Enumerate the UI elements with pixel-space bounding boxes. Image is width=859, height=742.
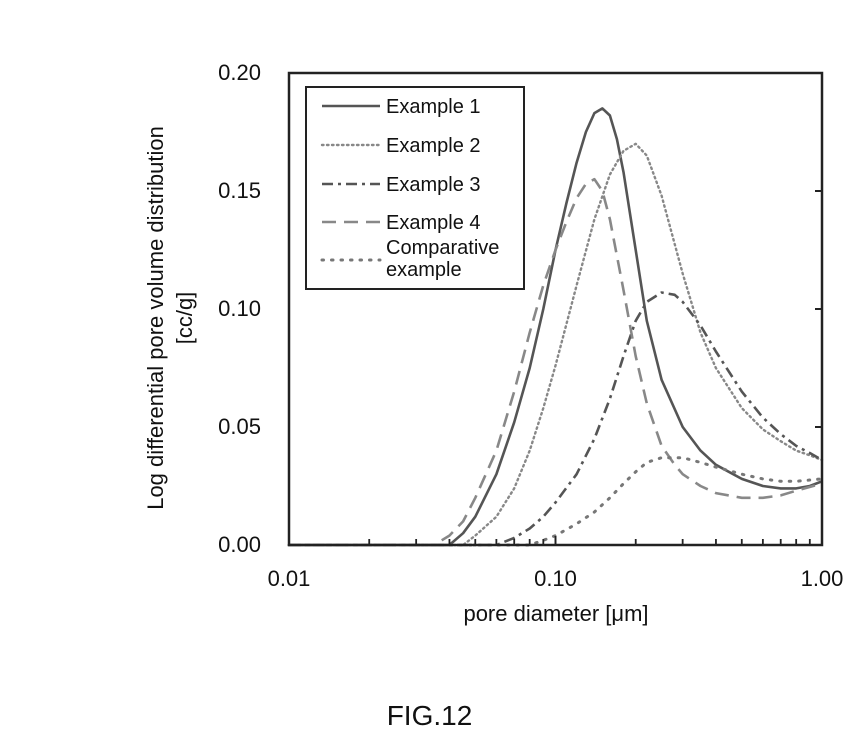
x-tick-label: 1.00 <box>801 566 844 591</box>
legend-label-3: Example 3 <box>386 174 481 196</box>
legend-label-1: Example 1 <box>386 96 481 118</box>
y-axis-label-line2: [cc/g] <box>172 292 197 345</box>
series-line-5 <box>287 456 824 547</box>
legend-items: Example 1 Example 2 Example 3 Example 4 Comp… <box>320 96 499 281</box>
x-tick-label: 0.01 <box>268 566 311 591</box>
series-line-1 <box>289 107 823 547</box>
legend-label-4: Example 4 <box>386 212 481 234</box>
y-tick-label: 0.20 <box>218 60 261 85</box>
legend-label-5: example <box>386 259 462 281</box>
y-tick-label: 0.15 <box>218 178 261 203</box>
series-line-2 <box>287 142 824 547</box>
y-axis-label-line1: Log differential pore volume distributio… <box>143 126 168 510</box>
y-tick-label: 0.00 <box>218 532 261 557</box>
legend: Example 1 Example 2 Example 3 Example 4 Comp… <box>305 86 525 290</box>
series-line-4 <box>289 177 823 547</box>
x-tick-label: 0.10 <box>534 566 577 591</box>
legend-box <box>305 86 525 290</box>
axes-layer: 0.00 0.05 0.10 0.15 0.20 0.01 0.10 1.00 <box>218 60 843 591</box>
legend-label-2: Example 2 <box>386 135 481 157</box>
legend-label-5: Comparative <box>386 237 499 259</box>
x-axis-label: pore diameter [μm] <box>463 601 648 626</box>
series-layer <box>287 107 824 547</box>
y-tick-label: 0.10 <box>218 296 261 321</box>
y-tick-label: 0.05 <box>218 414 261 439</box>
series-line-3 <box>289 291 823 547</box>
figure-caption: FIG.12 <box>386 700 473 731</box>
